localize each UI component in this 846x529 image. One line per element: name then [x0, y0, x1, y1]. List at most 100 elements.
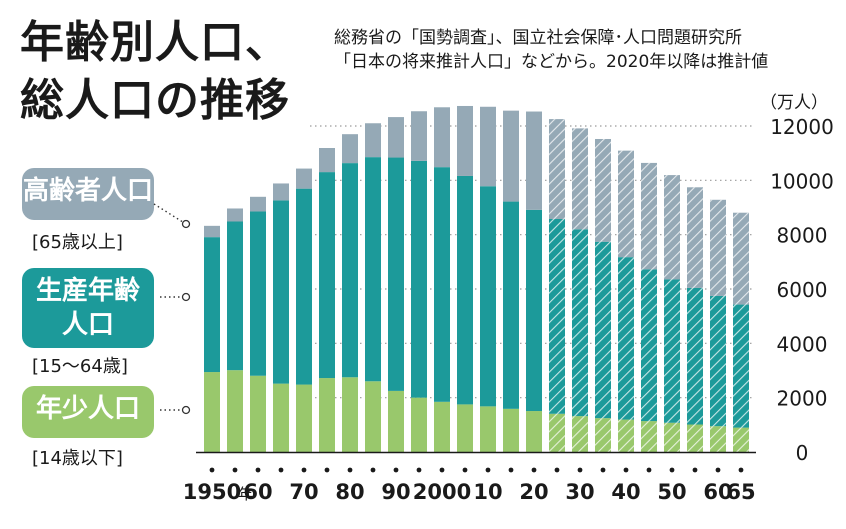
bar-projection-hatch [664, 279, 680, 423]
y-tick-label: 2000 [777, 387, 828, 411]
bar-projection-hatch [595, 241, 611, 419]
bar-working [526, 209, 542, 412]
bar-young [296, 384, 312, 452]
x-tick-dot [531, 467, 537, 473]
chart-title: 年齢別人口、 総人口の推移 [20, 14, 290, 130]
x-tick-label: 60 [703, 480, 732, 504]
bar-working [227, 221, 243, 371]
x-tick-dot [209, 467, 215, 473]
y-axis-unit: （万人） [760, 93, 828, 113]
bar-projection-hatch [641, 162, 657, 270]
bar-working [319, 172, 335, 379]
x-tick-dot [301, 467, 307, 473]
x-tick-dot [600, 467, 606, 473]
x-tick-label: 65 [726, 480, 755, 504]
x-tick-dot [347, 467, 353, 473]
x-tick-dot [462, 467, 468, 473]
x-tick-label: 90 [381, 480, 410, 504]
bar-young [365, 381, 381, 452]
legend-elderly-range: [65歳以上] [32, 232, 123, 253]
bar-projection-hatch [618, 150, 634, 258]
x-tick-dot [416, 467, 422, 473]
bar-projection-hatch [733, 427, 749, 452]
bar-projection-hatch [572, 229, 588, 417]
bar-projection-hatch [664, 422, 680, 452]
bar-projection-hatch [710, 426, 726, 452]
source-note-line2: 「日本の将来推計人口」などから。2020年以降は推計値 [334, 52, 769, 72]
x-tick-dot [646, 467, 652, 473]
x-tick-dot [623, 467, 629, 473]
legend-connectors [153, 203, 191, 415]
x-tick-dot [370, 467, 376, 473]
bar-working [250, 211, 266, 376]
bar-elderly [250, 196, 266, 212]
bar-elderly [342, 134, 358, 164]
bar-projection-hatch [549, 218, 565, 414]
legend-elderly: 高齢者人口 [22, 168, 154, 220]
x-tick-dot [393, 467, 399, 473]
bar-working [342, 163, 358, 378]
y-tick-label: 6000 [777, 278, 828, 302]
x-tick-dot [439, 467, 445, 473]
x-tick-label: 80 [335, 480, 364, 504]
bars [204, 105, 749, 452]
bar-projection-hatch [549, 119, 565, 219]
x-tick-dot [738, 467, 744, 473]
bar-projection-hatch [687, 287, 703, 425]
x-tick-dot [485, 467, 491, 473]
bar-elderly [526, 111, 542, 210]
bar-projection-hatch [710, 199, 726, 296]
bar-young [227, 370, 243, 452]
bar-projection-hatch [710, 295, 726, 427]
bar-young [503, 408, 519, 452]
bar-young [526, 411, 542, 452]
bar-young [342, 377, 358, 452]
bar-elderly [365, 123, 381, 158]
legend-working-label-line2: 人口 [61, 310, 114, 340]
bar-projection-hatch [549, 413, 565, 452]
bar-projection-hatch [664, 175, 680, 280]
bar-working [411, 160, 427, 398]
bar-projection-hatch [687, 424, 703, 452]
legend-young-range: [14歳以下] [32, 448, 123, 469]
bar-working [204, 237, 220, 373]
bar-young [457, 404, 473, 452]
gridlines [310, 125, 755, 399]
y-tick-label: 8000 [777, 224, 828, 248]
bar-working [480, 186, 496, 407]
bar-projection-hatch [618, 419, 634, 452]
x-tick-label: 20 [519, 480, 548, 504]
bar-projection-hatch [687, 187, 703, 288]
x-tick-label: 30 [565, 480, 594, 504]
chart-title-line1: 年齢別人口、 [20, 17, 290, 68]
x-tick-label: 10 [473, 480, 502, 504]
bar-projection-hatch [733, 212, 749, 305]
bar-elderly [480, 106, 496, 187]
bar-elderly [411, 111, 427, 161]
bar-young [434, 401, 450, 452]
bar-elderly [319, 148, 335, 173]
x-tick-label: 1950 [183, 480, 241, 504]
bar-young [204, 372, 220, 452]
bar-projection-hatch [595, 138, 611, 242]
x-tick-label: 2000 [413, 480, 471, 504]
bar-working [434, 167, 450, 402]
bar-working [273, 200, 289, 384]
x-tick-dot [324, 467, 330, 473]
bar-working [457, 175, 473, 405]
source-note: 総務省の「国勢調査」、国立社会保障･人口問題研究所 「日本の将来推計人口」などか… [334, 26, 768, 74]
bar-projection-hatch [618, 257, 634, 420]
y-tick-label: 0 [796, 441, 809, 465]
bar-elderly [503, 110, 519, 202]
source-note-line1: 総務省の「国勢調査」、国立社会保障･人口問題研究所 [334, 28, 742, 48]
y-tick-label: 12000 [770, 115, 834, 139]
x-tick-label: 40 [611, 480, 640, 504]
x-tick-label: 70 [289, 480, 318, 504]
bar-young [273, 383, 289, 452]
bar-projection-hatch [572, 416, 588, 452]
x-tick-dot [554, 467, 560, 473]
legend-young: 年少人口 [22, 386, 154, 438]
bar-working [365, 157, 381, 382]
x-tick-dot [278, 467, 284, 473]
